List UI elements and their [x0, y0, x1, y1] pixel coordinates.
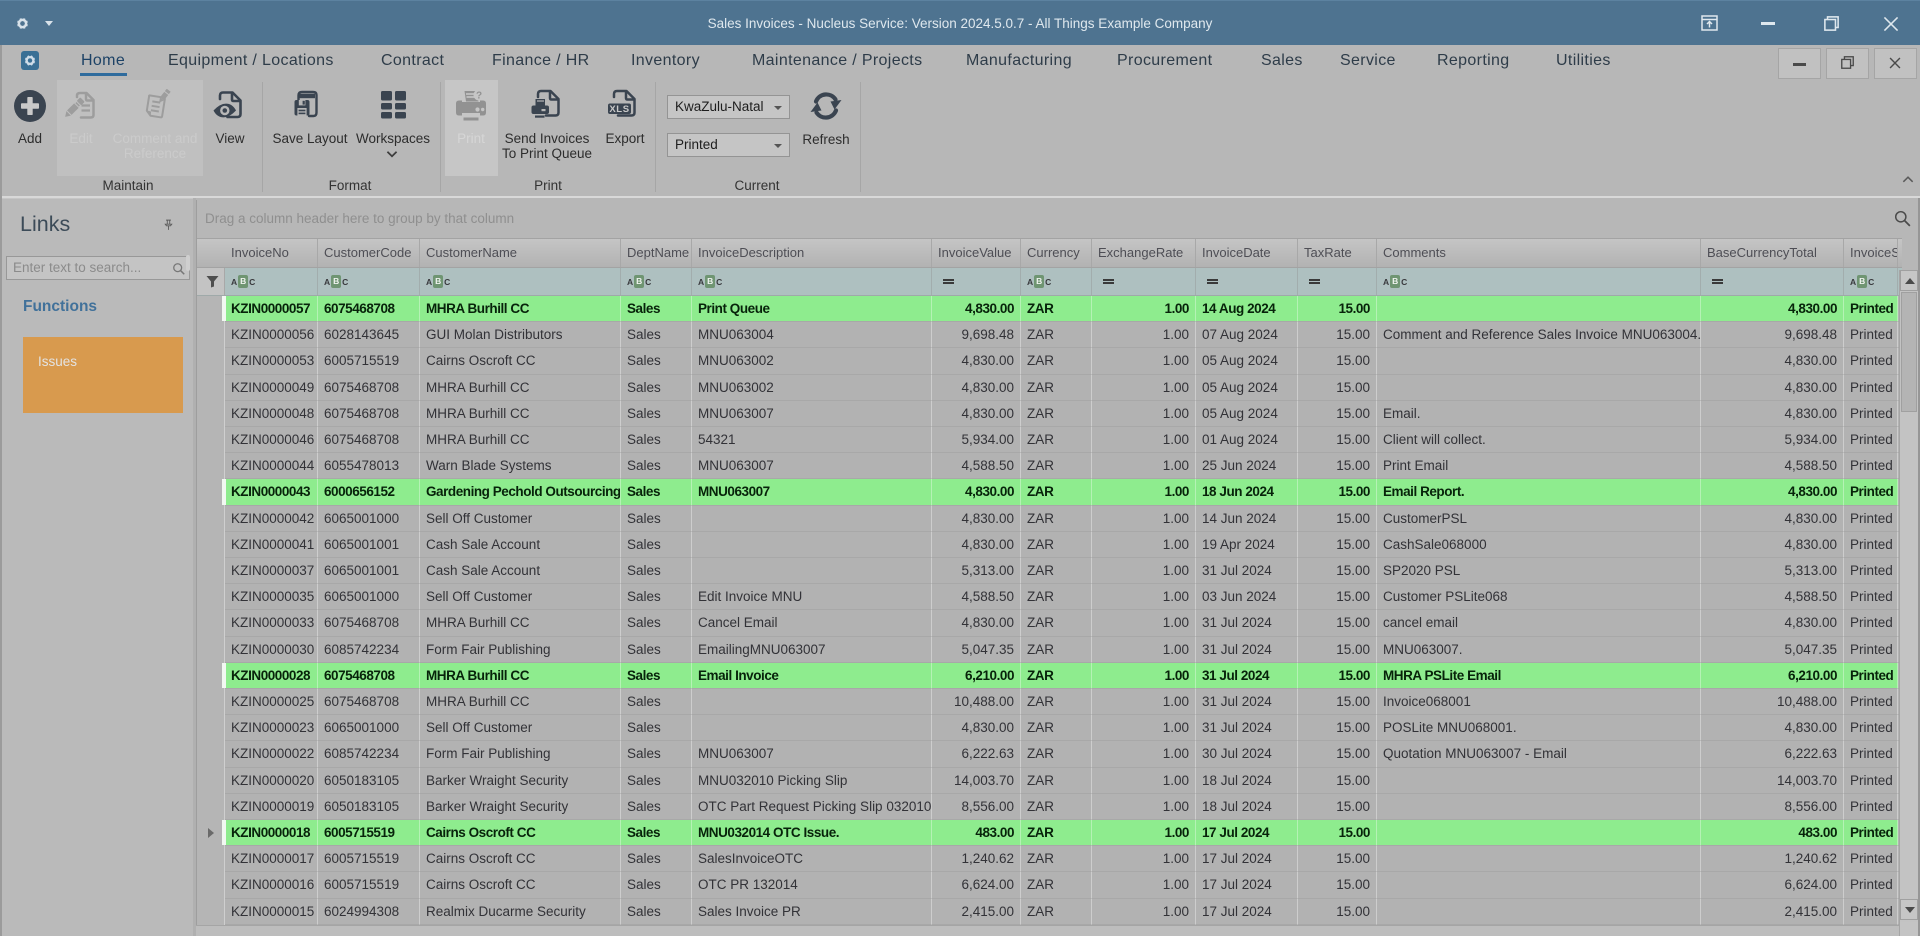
svg-text:?: ? — [476, 91, 482, 102]
svg-text:XLS: XLS — [609, 104, 629, 115]
